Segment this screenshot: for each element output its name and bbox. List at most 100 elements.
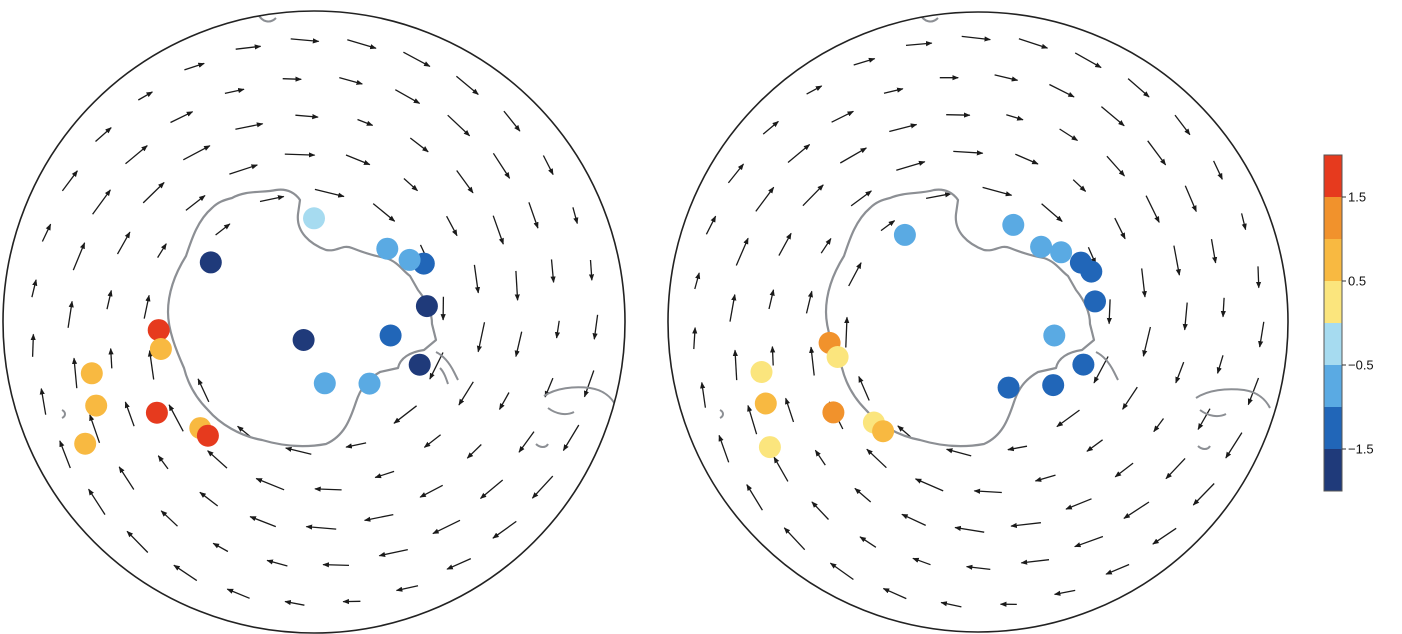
- island-coastline: [1195, 388, 1271, 418]
- map-right: [667, 11, 1289, 633]
- wind-vector: [592, 314, 599, 340]
- wind-vector: [503, 110, 521, 132]
- wind-vector: [137, 91, 153, 101]
- station-marker: [754, 392, 777, 415]
- wind-vector: [476, 322, 486, 353]
- wind-vector: [142, 182, 165, 204]
- wind-vector: [419, 484, 444, 498]
- station-marker: [1043, 324, 1066, 347]
- station-marker: [1069, 251, 1092, 274]
- wind-vector: [498, 392, 510, 410]
- station-marker: [145, 401, 168, 424]
- wind-vector: [1114, 462, 1134, 478]
- station-markers: [750, 213, 1106, 459]
- wind-vector: [1225, 432, 1243, 459]
- wind-vector: [853, 57, 876, 66]
- wind-vector: [1220, 297, 1226, 318]
- wind-vector: [806, 85, 823, 95]
- wind-vector: [588, 259, 595, 281]
- wind-vector: [95, 127, 112, 142]
- wind-vector: [409, 137, 429, 153]
- wind-vector: [1192, 483, 1215, 506]
- station-marker: [1002, 213, 1025, 236]
- wind-vector: [89, 414, 101, 444]
- station-marker: [1050, 241, 1073, 264]
- colorbar-swatch: [1324, 365, 1342, 407]
- island-coastline: [535, 443, 549, 448]
- map-left: [2, 10, 626, 634]
- wind-vector: [207, 450, 228, 469]
- wind-vector: [455, 75, 479, 95]
- wind-vector: [1105, 563, 1130, 575]
- wind-vector: [1018, 38, 1049, 49]
- wind-vector: [554, 320, 561, 339]
- wind-vector: [727, 163, 745, 184]
- wind-vector: [1074, 52, 1102, 69]
- wind-vector: [255, 477, 285, 491]
- wind-vector: [492, 215, 504, 245]
- wind-vector: [1123, 501, 1150, 519]
- wind-vector: [746, 484, 763, 511]
- wind-vector: [118, 466, 135, 490]
- wind-vector: [965, 564, 991, 571]
- wind-vector: [755, 186, 775, 212]
- wind-vector: [345, 154, 371, 166]
- wind-vector: [226, 588, 250, 599]
- antarctica-coastline: [824, 188, 1096, 448]
- map-boundary: [2, 10, 626, 634]
- wind-vector: [1056, 409, 1080, 428]
- wind-vector: [1122, 386, 1138, 410]
- station-marker: [408, 353, 431, 376]
- wind-vector: [901, 513, 926, 526]
- wind-vector: [883, 87, 904, 94]
- wind-vector: [447, 114, 471, 137]
- station-marker: [872, 420, 895, 443]
- wind-vector: [372, 203, 396, 222]
- wind-vector: [694, 272, 701, 290]
- wind-vector: [954, 525, 985, 533]
- wind-vectors: [692, 35, 1265, 608]
- wind-vector: [295, 114, 319, 120]
- wind-vector: [126, 530, 149, 553]
- wind-vector: [1258, 321, 1265, 348]
- map-boundary: [667, 11, 1289, 633]
- station-marker: [997, 376, 1020, 399]
- wind-vector: [182, 145, 211, 161]
- wind-vector: [787, 144, 811, 163]
- wind-vector: [282, 76, 302, 82]
- wind-vector: [1175, 361, 1185, 384]
- wind-vector: [866, 448, 887, 469]
- wind-vector: [41, 223, 52, 242]
- station-marker: [750, 361, 773, 383]
- wind-vector: [914, 478, 944, 492]
- wind-vector: [994, 74, 1019, 82]
- colorbar-swatches: [1324, 155, 1342, 491]
- wind-vector: [157, 455, 169, 470]
- wind-vector: [284, 600, 305, 606]
- colorbar-tick-label: 0.5: [1348, 274, 1366, 289]
- wind-vector: [542, 155, 554, 176]
- island-coastline: [543, 386, 617, 416]
- station-marker: [826, 346, 849, 368]
- wind-vector: [905, 41, 933, 47]
- wind-vector: [347, 39, 377, 50]
- wind-vector: [1173, 245, 1181, 276]
- wind-vector: [940, 601, 962, 608]
- station-marker: [303, 207, 325, 230]
- wind-vector: [1041, 203, 1063, 222]
- wind-vector: [705, 215, 717, 235]
- wind-vector: [814, 449, 826, 466]
- wind-vector: [72, 242, 86, 271]
- wind-vector: [912, 557, 931, 566]
- wind-vector: [762, 120, 779, 135]
- wind-vector: [1145, 195, 1160, 223]
- station-marker: [358, 372, 381, 395]
- wind-vector: [897, 425, 911, 438]
- wind-vector: [1255, 266, 1262, 289]
- colorbar-swatch: [1324, 239, 1342, 281]
- coastlines: [61, 13, 617, 448]
- wind-vector: [732, 349, 738, 381]
- antarctica-coastline: [166, 188, 438, 448]
- wind-vector: [514, 270, 520, 301]
- wind-vector: [1210, 238, 1218, 264]
